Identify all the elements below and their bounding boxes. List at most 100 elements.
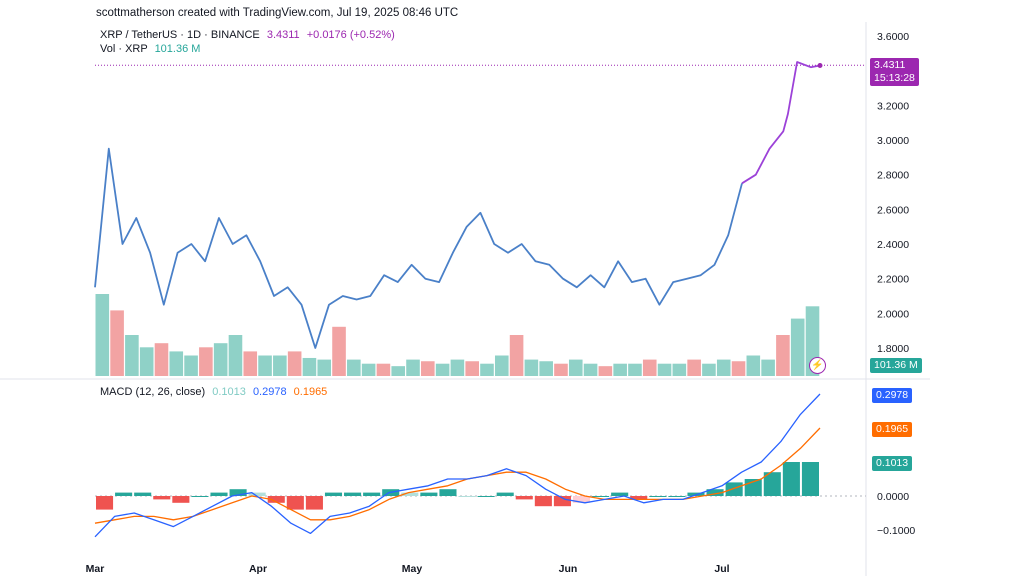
price-tick-label: 3.0000 <box>877 135 909 147</box>
macd-signal-line <box>94 427 821 524</box>
volume-legend: Vol · XRP 101.36 M <box>100 43 200 55</box>
macd-histogram-bar <box>439 489 457 496</box>
volume-bar <box>95 294 110 376</box>
volume-bar <box>213 343 228 376</box>
macd-histogram-bar <box>458 496 476 497</box>
macd-signal-tag: 0.1965 <box>872 422 913 437</box>
volume-bar <box>702 363 716 376</box>
macd-histogram-bar <box>267 496 285 503</box>
macd-signal-value: 0.1965 <box>293 386 328 398</box>
macd-line <box>94 393 821 538</box>
volume-bar <box>583 363 598 376</box>
price-tag-value: 3.4311 <box>874 59 906 71</box>
volume-bar <box>258 355 272 376</box>
volume-bar <box>761 359 775 376</box>
volume-bar <box>731 361 746 376</box>
macd-histogram-bar <box>649 496 667 497</box>
macd-histogram-bar <box>706 489 724 496</box>
price-tag-time: 15:13:28 <box>874 72 915 84</box>
macd-histogram-bar <box>153 496 171 500</box>
volume-bar <box>406 359 420 376</box>
volume-label: Vol · XRP <box>100 43 148 55</box>
volume-bar <box>287 351 302 376</box>
month-tick-label: May <box>402 563 423 575</box>
symbol-label: XRP / TetherUS · 1D · BINANCE <box>100 29 260 41</box>
macd-histogram-bar <box>534 496 552 507</box>
price-tick-label: 1.8000 <box>877 343 909 355</box>
price-line <box>94 147 743 349</box>
macd-histogram-bar <box>363 492 381 496</box>
volume-bar <box>524 359 539 376</box>
macd-histogram-bar <box>477 496 495 497</box>
macd-histogram-bar <box>305 496 323 510</box>
volume-bar <box>421 361 435 376</box>
volume-bar <box>494 355 509 376</box>
macd-line-value: 0.2978 <box>252 386 287 398</box>
macd-histogram-bar <box>172 496 190 503</box>
volume-bar <box>687 359 701 376</box>
volume-bar <box>716 359 731 376</box>
price-tick-label: 2.0000 <box>877 308 909 320</box>
price-tag: 3.4311 15:13:28 <box>870 58 919 86</box>
volume-bar <box>332 326 346 376</box>
price-tick-label: 2.6000 <box>877 204 909 216</box>
volume-value: 101.36 M <box>154 43 201 55</box>
macd-line-tag: 0.2978 <box>872 388 913 403</box>
macd-histogram-bar <box>592 496 610 497</box>
macd-legend: MACD (12, 26, close) 0.1013 0.2978 0.196… <box>100 386 327 398</box>
macd-histogram-bar <box>496 492 514 496</box>
macd-histogram-bar <box>229 489 247 496</box>
macd-histogram-bar <box>763 472 781 496</box>
macd-hist-tag: 0.1013 <box>872 456 913 471</box>
macd-label: MACD (12, 26, close) <box>100 386 206 398</box>
volume-bar <box>628 363 642 376</box>
macd-histogram-bar <box>210 492 228 496</box>
volume-bar <box>110 310 124 376</box>
price-line-recent <box>741 61 821 185</box>
macd-histogram-bar <box>611 492 629 496</box>
macd-histogram-bar <box>248 492 266 496</box>
volume-tag: 101.36 M <box>870 358 922 373</box>
macd-histogram-bar <box>782 462 800 496</box>
volume-bar <box>199 347 213 376</box>
volume-bar <box>347 359 361 376</box>
volume-bar <box>539 361 553 376</box>
price-tick-label: 3.6000 <box>877 31 909 43</box>
macd-histogram-bar <box>324 492 343 496</box>
macd-histogram-bar <box>96 496 114 510</box>
volume-bar <box>568 359 583 376</box>
price-tick-label: 2.4000 <box>877 239 909 251</box>
macd-histogram-bar <box>515 496 533 500</box>
volume-bar <box>435 363 450 376</box>
price-value: 3.4311 <box>266 29 300 41</box>
volume-bar <box>465 361 479 376</box>
volume-bar <box>554 363 568 376</box>
volume-bar <box>317 359 332 376</box>
volume-bar <box>273 355 287 376</box>
volume-bar <box>657 363 672 376</box>
volume-bar <box>598 366 613 376</box>
volume-bar <box>776 335 790 376</box>
macd-histogram-bar <box>630 496 648 500</box>
macd-histogram-bar <box>191 496 209 497</box>
month-tick-label: Jun <box>559 563 578 575</box>
macd-histogram-bar <box>725 482 743 496</box>
macd-histogram-bar <box>572 496 591 503</box>
volume-bar <box>746 355 761 376</box>
volume-bar <box>243 351 258 376</box>
macd-histogram-bar <box>286 496 304 510</box>
month-tick-label: Mar <box>86 563 105 575</box>
lightning-icon[interactable]: ⚡ <box>809 357 826 374</box>
volume-bar <box>376 363 391 376</box>
volume-bar <box>184 355 198 376</box>
macd-histogram-bar <box>801 462 819 496</box>
volume-bar <box>391 366 406 376</box>
macd-histogram-bar <box>115 492 133 496</box>
macd-tick-label: 0.0000 <box>877 491 909 503</box>
volume-bar <box>302 357 317 376</box>
price-tick-label: 3.2000 <box>877 100 909 112</box>
symbol-legend: XRP / TetherUS · 1D · BINANCE 3.4311 +0.… <box>100 29 395 41</box>
volume-bar <box>672 363 687 376</box>
